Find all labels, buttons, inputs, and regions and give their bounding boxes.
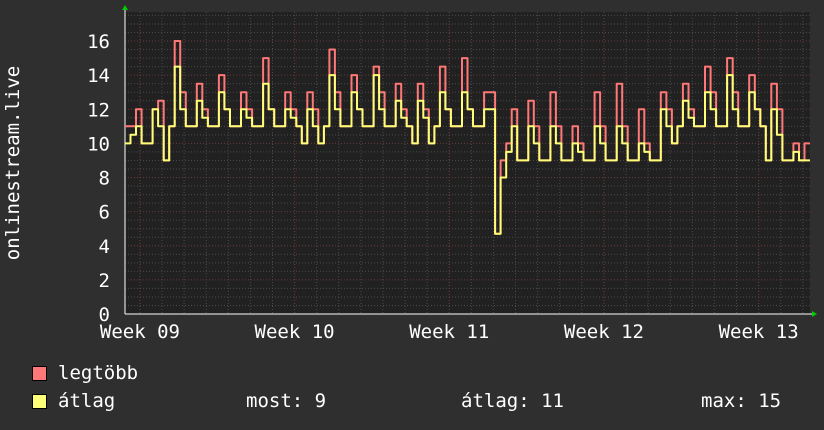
- y-tick-label: 2: [99, 270, 110, 292]
- legend-swatch-avg: [32, 394, 47, 409]
- x-axis-arrow: [812, 311, 817, 317]
- legend-avg-value: átlag: 11: [461, 390, 564, 412]
- y-tick-label: 14: [87, 65, 110, 87]
- y-axis-label: onlinestream.live: [2, 66, 24, 260]
- y-tick-label: 6: [99, 202, 110, 224]
- x-tick-label: Week 09: [100, 321, 180, 343]
- y-tick-label: 8: [99, 168, 110, 190]
- x-tick-label: Week 12: [564, 321, 644, 343]
- y-tick-label: 16: [87, 31, 110, 53]
- legend-now-value: most: 9: [246, 390, 327, 412]
- legend-max-label: legtöbb: [58, 362, 139, 384]
- legend-swatch-max: [32, 366, 47, 381]
- x-tick-label: Week 13: [719, 321, 799, 343]
- y-tick-label: 10: [87, 133, 110, 155]
- legend-max-value: max: 15: [701, 390, 782, 412]
- x-tick-label: Week 10: [255, 321, 335, 343]
- legend-avg-label: átlag: [58, 390, 116, 412]
- y-tick-label: 4: [99, 236, 110, 258]
- y-tick-label: 0: [99, 304, 110, 326]
- y-tick-label: 12: [87, 99, 110, 121]
- series-line-avg: [125, 65, 810, 235]
- x-tick-label: Week 11: [409, 321, 489, 343]
- y-axis-arrow: [122, 5, 128, 10]
